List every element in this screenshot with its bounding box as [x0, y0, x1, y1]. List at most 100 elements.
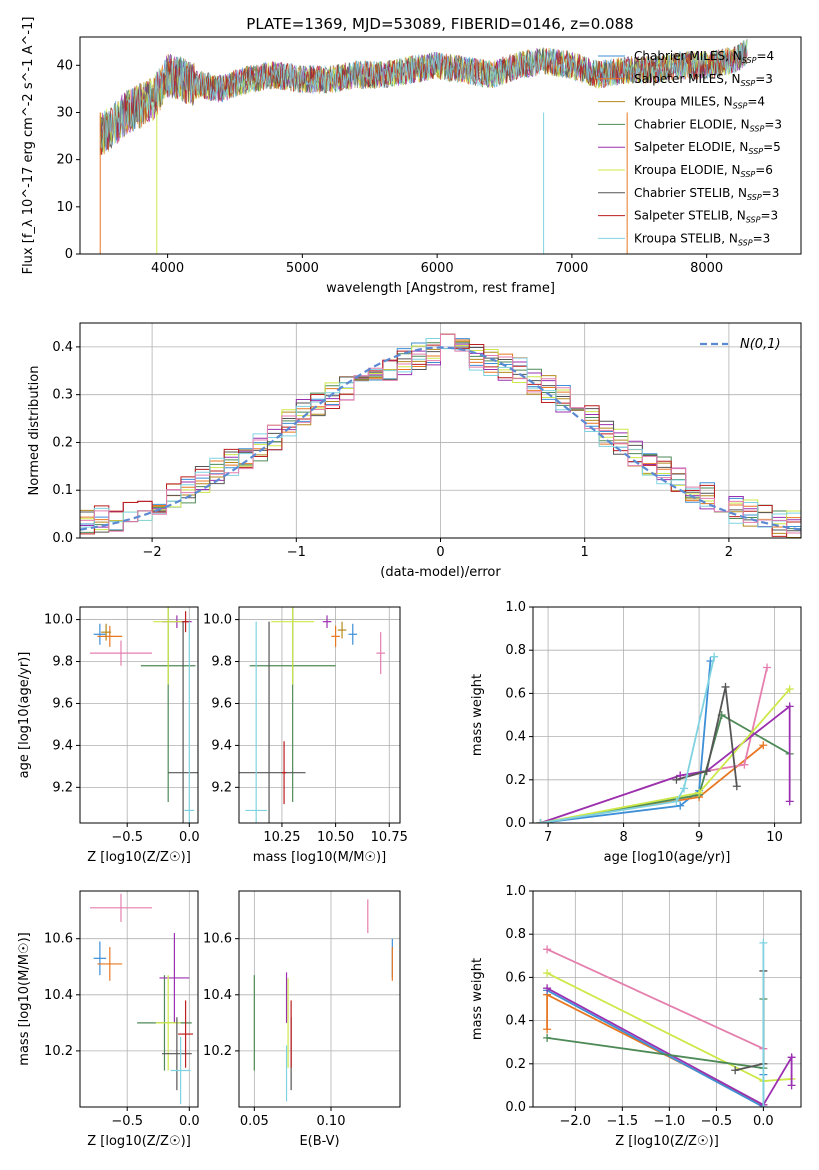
legend-label: Kroupa MILES, NSSP=4 [634, 95, 765, 111]
plot-area [99, 38, 748, 254]
weight-marker [731, 1066, 740, 1075]
weight-marker [785, 702, 794, 711]
x-tick-label: 0.05 [240, 1114, 269, 1129]
plot-area [536, 652, 794, 823]
spectrum-model-line [99, 41, 748, 151]
y-tick-label: 0.0 [505, 816, 526, 831]
weight-marker [676, 801, 685, 810]
x-axis-label: Z [log10(Z/Z☉)] [615, 1134, 719, 1149]
legend-label-text: Chabrier MILES, N [634, 49, 742, 63]
y-tick-label: 10 [56, 200, 73, 215]
legend-label-text: Chabrier STELIB, N [634, 186, 747, 200]
x-tick-label: 5000 [286, 261, 319, 276]
legend-label-text: Salpeter STELIB, N [634, 209, 746, 223]
legend-label-sub: SSP [733, 102, 748, 111]
plot-age_vs_mass: 10.25 10.50 10.75 9.2 9.4 9.6 9.8 10.0 mass [log… [203, 606, 408, 865]
legend-label-sub: SSP [747, 193, 762, 202]
legend-label-value: =3 [760, 209, 778, 223]
y-tick-label: 10.4 [203, 988, 232, 1003]
x-tick-label: 0.10 [317, 1114, 346, 1129]
y-tick-label: 10.2 [203, 1044, 232, 1059]
x-tick-label: 10.75 [371, 830, 408, 845]
weight-marker [543, 1025, 552, 1034]
weight-marker [759, 938, 768, 947]
x-tick-label: −0.5 [701, 1114, 733, 1129]
y-tick-label: 0.0 [52, 531, 73, 546]
plot-spectrum: 4000 5000 6000 7000 8000 0 10 20 30 40 wavelength … [21, 17, 802, 296]
y-tick-label: 10.0 [203, 613, 232, 628]
plot-area [80, 333, 801, 538]
weight-line [540, 704, 791, 823]
x-axis-label: mass [log10(M/M☉)] [253, 850, 386, 865]
axes-frame [532, 890, 802, 1108]
y-axis-label: Flux [f_λ 10^-17 erg cm^-2 s^-1 A^-1] [21, 17, 36, 275]
x-tick-label: 10 [766, 830, 783, 845]
legend-label-sub: SSP [738, 238, 753, 247]
weight-line [546, 948, 764, 1050]
weight-marker [672, 775, 681, 784]
x-axis-label: age [log10(age/yr)] [604, 850, 731, 865]
x-tick-label: −0.5 [111, 1114, 143, 1129]
legend-label-sub: SSP [746, 216, 761, 225]
legend-label-text: Salpeter ELODIE, N [634, 140, 748, 154]
x-axis-label: E(B-V) [299, 1134, 339, 1149]
weight-marker [740, 760, 749, 769]
x-tick-label: −1.0 [654, 1114, 686, 1129]
plot-area [239, 607, 385, 823]
weight-line [676, 686, 738, 787]
legend-label: Kroupa STELIB, NSSP=3 [634, 231, 770, 247]
legend-label-sub: SSP [748, 147, 763, 156]
weight-marker [787, 1081, 796, 1090]
x-tick-label: 4000 [151, 261, 184, 276]
axes-frame [79, 606, 199, 824]
legend-label-sub: SSP [741, 170, 756, 179]
x-tick-label: 0.0 [753, 1114, 774, 1129]
legend-label-text: Kroupa ELODIE, N [634, 163, 741, 177]
weight-marker [695, 788, 704, 797]
x-tick-label: 10.25 [263, 830, 300, 845]
axes-frame [532, 606, 802, 824]
x-tick-label: −0.5 [111, 830, 143, 845]
y-tick-label: 9.2 [211, 780, 232, 795]
y-tick-label: 0.8 [505, 643, 526, 658]
x-tick-label: 0.0 [179, 1114, 200, 1129]
y-tick-label: 0.4 [505, 730, 526, 745]
y-tick-label: 0.4 [505, 1014, 526, 1029]
y-tick-label: 1.0 [505, 884, 526, 899]
weight-marker [543, 969, 552, 978]
y-tick-label: 9.2 [52, 780, 73, 795]
weight-line [540, 656, 716, 823]
weight-marker [721, 682, 730, 691]
weight-marker [710, 652, 719, 661]
x-tick-label: 8000 [690, 261, 723, 276]
plot-area [543, 938, 796, 1107]
weight-marker [679, 784, 688, 793]
axes-frame [238, 606, 401, 824]
y-tick-label: 9.8 [52, 655, 73, 670]
weight-marker [763, 663, 772, 672]
x-tick-label: −2.0 [560, 1114, 592, 1129]
plot-mass_vs_EBV: 0.05 0.10 10.2 10.4 10.6 E(B-V) [203, 890, 401, 1149]
weight-marker [732, 782, 741, 791]
y-tick-label: 10.4 [44, 988, 73, 1003]
weight-marker [702, 767, 711, 776]
legend-label-value: =4 [747, 95, 765, 109]
plot-area [253, 899, 393, 1102]
x-axis-label: Z [log10(Z/Z☉)] [87, 1134, 191, 1149]
y-tick-label: 0.8 [505, 927, 526, 942]
x-tick-label: −2 [143, 545, 162, 560]
y-tick-label: 0.1 [52, 483, 73, 498]
x-tick-label: 6000 [421, 261, 454, 276]
x-axis-label: Z [log10(Z/Z☉)] [87, 850, 191, 865]
legend-label: Salpeter STELIB, NSSP=3 [634, 209, 778, 225]
x-tick-label: 7 [544, 830, 552, 845]
axes-frame [79, 36, 802, 255]
y-tick-label: 10.0 [44, 613, 73, 628]
legend-label-value: =5 [763, 140, 781, 154]
plot-mass_vs_Z: −0.5 0.0 10.2 10.4 10.6 Z [log10(Z/Z☉)] mass [… [17, 890, 200, 1149]
y-tick-label: 40 [56, 58, 73, 73]
legend-label: Chabrier STELIB, NSSP=3 [634, 186, 779, 202]
x-tick-label: −1 [287, 545, 306, 560]
legend-label: N(0,1) [740, 337, 781, 352]
normal-curve [80, 346, 801, 531]
